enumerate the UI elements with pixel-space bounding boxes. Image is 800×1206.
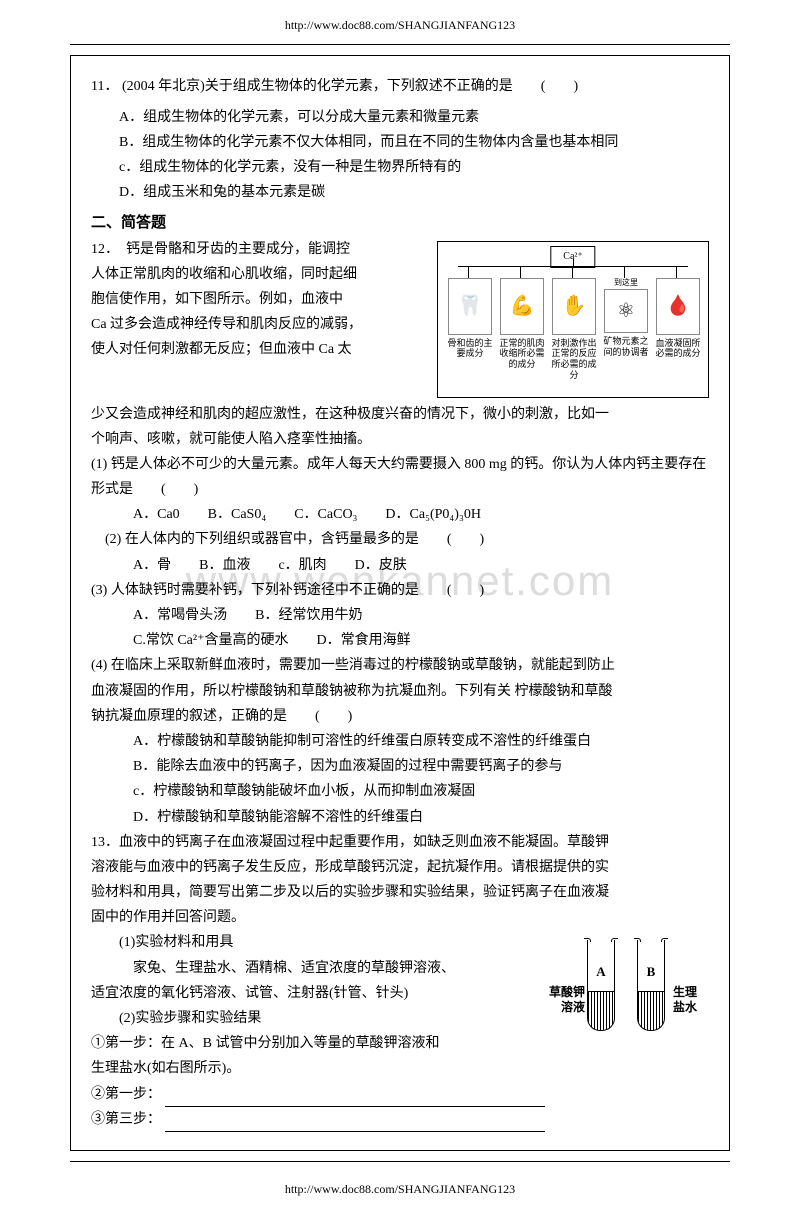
section2-title: 二、简答题 (91, 210, 709, 237)
q13-step1-2: 生理盐水(如右图所示)。 (91, 1056, 709, 1081)
q12-sub4-2: 血液凝固的作用，所以柠檬酸钠和草酸钠被称为抗凝血剂。下列有关 柠檬酸钠和草酸 (91, 679, 709, 704)
fig1-b4 (624, 266, 625, 278)
header-rule (70, 44, 730, 45)
q13-stem-3: 验材料和用具，简要写出第二步及以后的实验步骤和实验结果，验证钙离子在血液凝 (91, 880, 709, 905)
tube-a-rim-r (611, 938, 618, 942)
q11-optA: A．组成生物体的化学元素，可以分成大量元素和微量元素 (91, 105, 709, 130)
q13-step3-row: ③第三步： (91, 1107, 709, 1132)
figure-tubes: A B 草酸钾溶液 生理盐水 (539, 930, 709, 1050)
fig1-c3-label: 对刺激作出正常的反应所必需的成分 (551, 338, 596, 380)
q13-stem-1: 13．血液中的钙离子在血液凝固过程中起重要作用，如缺乏则血液不能凝固。草酸钾 (91, 830, 709, 855)
fig1-c4-top: 到这里 (602, 278, 650, 288)
figure-calcium: Ca²⁺ 🦷骨和齿的主要成分 💪正常的肌肉收缩所必需的成分 ✋对刺激作出正常的反… (437, 241, 709, 398)
fig1-c5: 🩸 血液凝固所必需的成分 (654, 278, 702, 360)
q11-optB: B．组成生物体的化学元素不仅大体相同，而且在不同的生物体内含量也基本相同 (91, 130, 709, 155)
q12-sub3-optsA: A．常喝骨头汤 B．经常饮用牛奶 (91, 603, 709, 628)
tube-a-label: A (596, 960, 605, 983)
tube-b-rim-l (634, 938, 641, 942)
content-frame: www.wenkannet.com 11． (2004 年北京)关于组成生物体的… (70, 55, 730, 1151)
fig1-hline (458, 266, 688, 267)
tube-a-rim-l (584, 938, 591, 942)
fig1-c3: ✋对刺激作出正常的反应所必需的成分 (550, 278, 598, 381)
q12-sub3: (3) 人体缺钙时需要补钙，下列补钙途径中不正确的是 ( ) (91, 578, 709, 603)
hand-icon: ✋ (552, 278, 596, 335)
fig2-left-label: 草酸钾溶液 (541, 985, 585, 1014)
fig1-c1: 🦷 骨和齿的主要成分 (446, 278, 494, 360)
fig1-b1 (468, 266, 469, 278)
q12-sub1: (1) 钙是人体必不可少的大量元素。成年人每天大约需要摄入 800 mg 的钙。… (91, 452, 709, 502)
q11-optD: D．组成玉米和兔的基本元素是碳 (91, 180, 709, 205)
q12-sub4-3: 钠抗凝血原理的叙述，正确的是 ( ) (91, 704, 709, 729)
q12-sub4-optA: A．柠檬酸钠和草酸钠能抑制可溶性的纤维蛋白原转变成不溶性的纤维蛋白 (91, 729, 709, 754)
tube-b-fill (638, 991, 664, 1030)
blank-step3 (165, 1111, 545, 1132)
q12-sub1-opts: A．Ca0 B．CaS0₄ C．CaCO₃ D．Ca₅(P0₄)₃0H (91, 502, 709, 527)
q13-step2-row: ②第一步： (91, 1082, 709, 1107)
q12-sub2: (2) 在人体内的下列组织或器官中，含钙量最多的是 ( ) (91, 527, 709, 552)
tooth-icon: 🦷 (448, 278, 492, 335)
q13-stem-2: 溶液能与血液中的钙离子发生反应，形成草酸钙沉淀，起抗凝作用。请根据提供的实 (91, 855, 709, 880)
fig1-c2-label: 正常的肌肉收缩所必需的成分 (499, 338, 544, 370)
q12-sub3-optsC: C.常饮 Ca²⁺含量高的硬水 D．常食用海鲜 (91, 628, 709, 653)
fig1-c1-label: 骨和齿的主要成分 (447, 338, 492, 359)
q12-stem-7: 个响声、咳嗽，就可能使人陷入痉挛性抽搐。 (91, 427, 709, 452)
tube-b-label: B (647, 960, 656, 983)
fig1-b5 (676, 266, 677, 278)
q12-sub4-optD: D．柠檬酸钠和草酸钠能溶解不溶性的纤维蛋白 (91, 805, 709, 830)
q13-step3-label: ③第三步： (91, 1112, 161, 1127)
page: http://www.doc88.com/SHANGJIANFANG123 ww… (0, 0, 800, 1206)
q12-sub2-opts: A．骨 B．血液 c．肌肉 D．皮肤 (91, 553, 709, 578)
q12-sub4-1: (4) 在临床上采取新鲜血液时，需要加一些消毒过的柠檬酸钠或草酸钠，就能起到防止 (91, 653, 709, 678)
fig1-c4: 到这里⚛ 矿物元素之间的协调者 (602, 278, 650, 358)
q13-stem-4: 固中的作用并回答问题。 (91, 905, 709, 930)
tube-b: B (637, 940, 665, 1031)
tube-a-fill (588, 991, 614, 1030)
fig1-c2: 💪正常的肌肉收缩所必需的成分 (498, 278, 546, 370)
q12-stem-6: 少又会造成神经和肌肉的超应激性，在这种极度兴奋的情况下，微小的刺激，比如一 (91, 402, 709, 427)
q11-stem: 11． (2004 年北京)关于组成生物体的化学元素，下列叙述不正确的是 ( ) (91, 74, 709, 99)
fig1-c4-label: 矿物元素之间的协调者 (603, 336, 648, 357)
footer-rule (70, 1161, 730, 1162)
fig2-right-label: 生理盐水 (673, 985, 707, 1014)
q12-sub4-optC: c．柠檬酸钠和草酸钠能破坏血小板，从而抑制血液凝固 (91, 779, 709, 804)
blank-step2 (165, 1086, 545, 1107)
muscle-icon: 💪 (500, 278, 544, 335)
fig1-b3 (572, 266, 573, 278)
header-url: http://www.doc88.com/SHANGJIANFANG123 (0, 0, 800, 42)
tube-a: A (587, 940, 615, 1031)
q13-step2-label: ②第一步： (91, 1087, 161, 1102)
q11-optC: c．组成生物体的化学元素，没有一种是生物界所特有的 (91, 155, 709, 180)
orbit-icon: ⚛ (604, 289, 648, 333)
tube-b-rim-r (661, 938, 668, 942)
blood-icon: 🩸 (656, 278, 700, 335)
q12-sub4-optB: B．能除去血液中的钙离子，因为血液凝固的过程中需要钙离子的参与 (91, 754, 709, 779)
fig1-vstem (573, 259, 574, 266)
fig1-c5-label: 血液凝固所必需的成分 (655, 338, 700, 359)
footer-url: http://www.doc88.com/SHANGJIANFANG123 (0, 1164, 800, 1206)
fig1-b2 (520, 266, 521, 278)
